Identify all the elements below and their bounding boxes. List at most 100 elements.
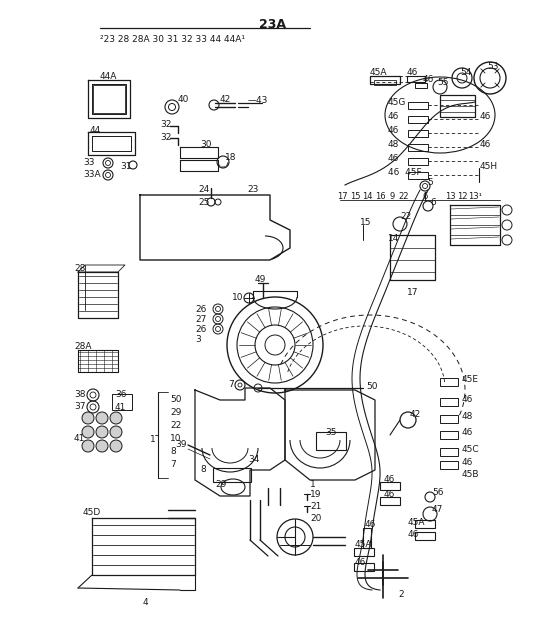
Text: 13: 13 bbox=[445, 192, 455, 201]
Text: 6: 6 bbox=[430, 198, 436, 207]
Text: 29: 29 bbox=[170, 408, 181, 417]
Circle shape bbox=[110, 440, 122, 452]
Text: 46: 46 bbox=[462, 395, 474, 404]
Text: 7: 7 bbox=[170, 460, 175, 469]
Text: 1: 1 bbox=[310, 480, 316, 489]
Circle shape bbox=[96, 412, 108, 424]
Text: 30: 30 bbox=[200, 140, 211, 149]
Text: 28A: 28A bbox=[74, 342, 92, 351]
Text: 10: 10 bbox=[232, 293, 244, 302]
Text: 25: 25 bbox=[198, 198, 209, 207]
Text: 46  45F: 46 45F bbox=[388, 168, 422, 177]
Bar bbox=[440, 95, 475, 117]
Circle shape bbox=[110, 426, 122, 438]
Text: 45A: 45A bbox=[408, 518, 426, 527]
Text: 19: 19 bbox=[310, 490, 322, 499]
Text: 20: 20 bbox=[310, 514, 322, 523]
Text: 45E: 45E bbox=[462, 375, 479, 384]
Text: 7: 7 bbox=[228, 380, 234, 389]
Text: 45G: 45G bbox=[388, 98, 407, 107]
Text: 26: 26 bbox=[195, 305, 207, 314]
Text: 46: 46 bbox=[462, 458, 474, 467]
Text: ²23 28 28A 30 31 32 33 44 44A¹: ²23 28 28A 30 31 32 33 44 44A¹ bbox=[100, 35, 245, 44]
Text: 44: 44 bbox=[90, 126, 101, 135]
Text: 41: 41 bbox=[74, 434, 86, 443]
Bar bbox=[370, 76, 400, 84]
Text: 13¹: 13¹ bbox=[468, 192, 482, 201]
Bar bbox=[316, 432, 346, 450]
Circle shape bbox=[82, 426, 94, 438]
Text: 31: 31 bbox=[120, 162, 131, 171]
Bar bbox=[354, 563, 374, 571]
Circle shape bbox=[110, 412, 122, 424]
Text: 46: 46 bbox=[388, 112, 399, 121]
Text: 35: 35 bbox=[325, 428, 336, 437]
Text: 12: 12 bbox=[457, 192, 467, 201]
Text: 17: 17 bbox=[337, 192, 347, 201]
Text: 21: 21 bbox=[310, 502, 322, 511]
Bar bbox=[408, 172, 428, 179]
Text: 16: 16 bbox=[375, 192, 385, 201]
Bar bbox=[440, 448, 458, 456]
Text: 14: 14 bbox=[388, 234, 399, 243]
Bar bbox=[213, 468, 251, 482]
Bar bbox=[415, 520, 435, 528]
Text: 5: 5 bbox=[427, 178, 433, 187]
Text: 2: 2 bbox=[398, 590, 404, 599]
Text: 42: 42 bbox=[410, 410, 421, 419]
Text: 10: 10 bbox=[170, 434, 181, 443]
Circle shape bbox=[96, 440, 108, 452]
Text: 46: 46 bbox=[384, 490, 395, 499]
Text: 38: 38 bbox=[74, 390, 86, 399]
Bar bbox=[440, 378, 458, 386]
Bar bbox=[408, 144, 428, 151]
Text: 42: 42 bbox=[220, 95, 231, 104]
Text: 22: 22 bbox=[399, 192, 409, 201]
Text: 47: 47 bbox=[432, 505, 444, 514]
Bar bbox=[112, 394, 132, 410]
Text: 48: 48 bbox=[388, 140, 399, 149]
Bar bbox=[354, 548, 374, 556]
Text: 36: 36 bbox=[115, 390, 126, 399]
Bar bbox=[374, 80, 396, 85]
Text: 46: 46 bbox=[423, 75, 434, 84]
Text: 46: 46 bbox=[388, 154, 399, 163]
Bar bbox=[408, 102, 428, 109]
Text: 46: 46 bbox=[480, 112, 492, 121]
Text: 55: 55 bbox=[437, 78, 449, 87]
Text: 3: 3 bbox=[195, 335, 201, 344]
Text: 46: 46 bbox=[408, 530, 419, 539]
Text: 41: 41 bbox=[115, 403, 126, 412]
Text: 39: 39 bbox=[175, 440, 186, 449]
Text: 6: 6 bbox=[422, 192, 428, 201]
Bar bbox=[440, 398, 458, 406]
Text: 4: 4 bbox=[142, 598, 148, 607]
Text: 28: 28 bbox=[74, 264, 86, 273]
Bar bbox=[408, 116, 428, 123]
Text: 50: 50 bbox=[366, 382, 378, 391]
Bar bbox=[363, 528, 371, 548]
Text: 1: 1 bbox=[150, 435, 156, 444]
Bar bbox=[408, 158, 428, 165]
Text: 23A: 23A bbox=[259, 18, 287, 31]
Circle shape bbox=[96, 426, 108, 438]
Bar bbox=[407, 76, 425, 82]
Text: 15: 15 bbox=[360, 218, 372, 227]
Text: —43: —43 bbox=[248, 96, 268, 105]
Text: 40: 40 bbox=[178, 95, 189, 104]
Text: 46: 46 bbox=[480, 140, 492, 149]
Text: 49: 49 bbox=[255, 275, 267, 284]
Text: 45B: 45B bbox=[462, 470, 480, 479]
Bar bbox=[440, 431, 458, 439]
Text: 22: 22 bbox=[400, 212, 411, 221]
Text: 26: 26 bbox=[195, 325, 207, 334]
Text: 50: 50 bbox=[170, 395, 181, 404]
Text: 8: 8 bbox=[200, 465, 206, 474]
Text: 24: 24 bbox=[198, 185, 209, 194]
Text: 44A: 44A bbox=[100, 72, 117, 81]
Bar bbox=[440, 461, 458, 469]
Text: 46: 46 bbox=[407, 68, 419, 77]
Text: 45A: 45A bbox=[370, 68, 387, 77]
Text: 27: 27 bbox=[195, 315, 207, 324]
Bar bbox=[380, 497, 400, 505]
